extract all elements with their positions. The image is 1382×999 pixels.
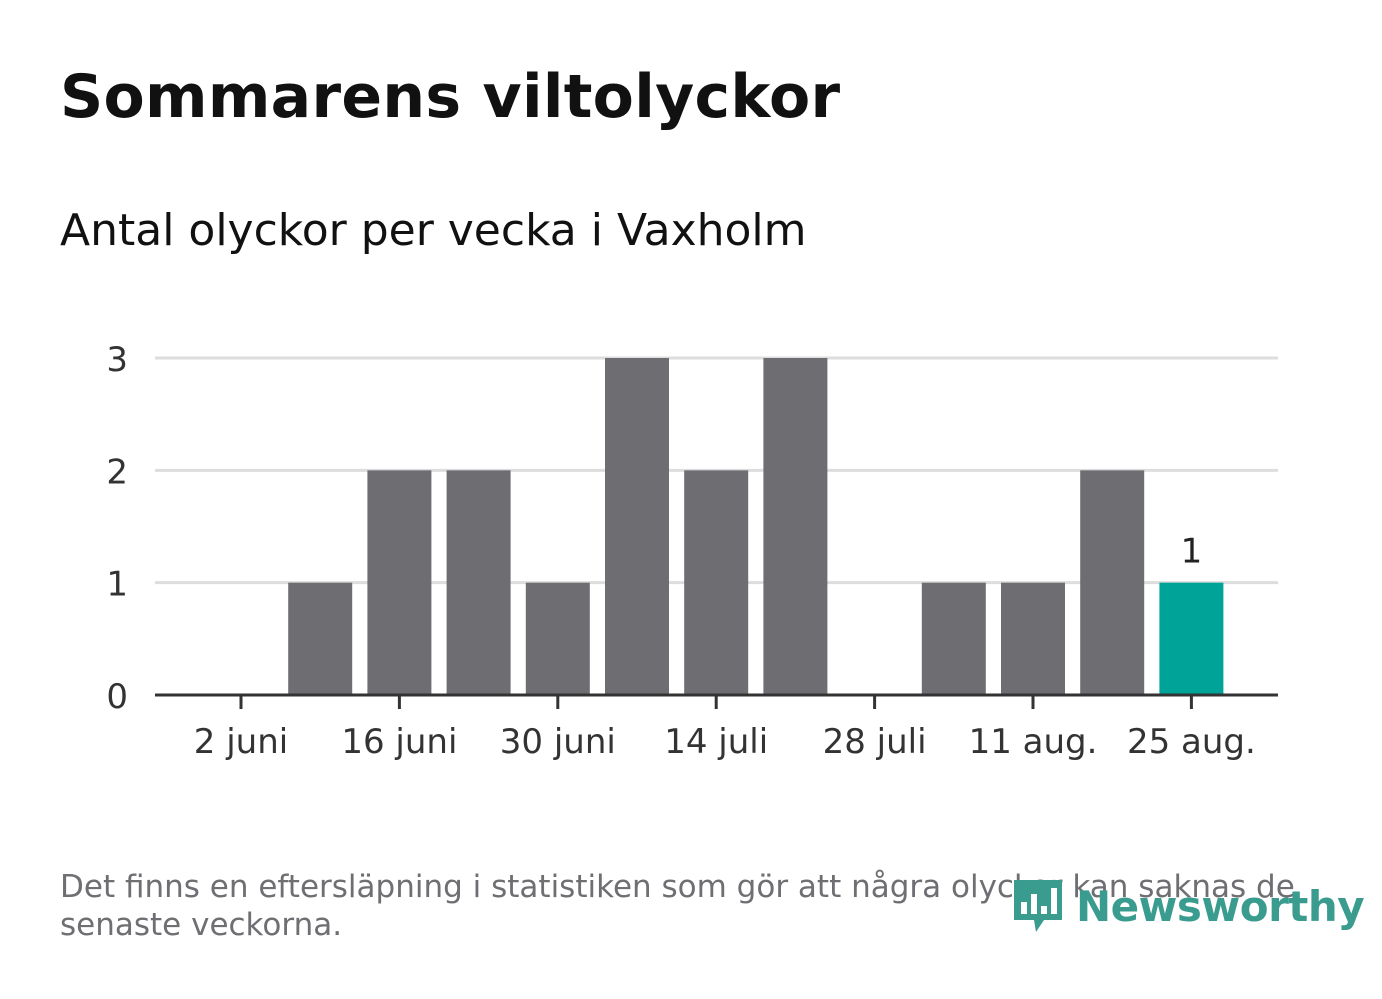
chart-subtitle: Antal olyckor per vecka i Vaxholm <box>60 205 807 256</box>
y-axis-ticks: 0 1 2 3 <box>106 340 128 717</box>
bar-chart: 0 1 2 3 2 juni 16 juni 30 juni 14 juli 28 juli 1… <box>106 340 1278 762</box>
y-tick-label: 3 <box>106 340 128 380</box>
highlight-value-label: 1 <box>1181 532 1203 572</box>
bar-chart-speech-bubble-icon <box>1014 880 1062 932</box>
chart-title: Sommarens viltolyckor <box>60 62 841 132</box>
x-tick-label: 2 juni <box>194 722 288 762</box>
x-axis: 2 juni 16 juni 30 juni 14 juli 28 juli 11 aug… <box>155 693 1278 762</box>
bar-11-aug- <box>1001 582 1065 695</box>
bar-7-juli <box>605 358 669 695</box>
bars <box>288 358 1224 695</box>
bar-14-juli <box>684 470 749 695</box>
bar-16-juni <box>367 470 432 695</box>
footnote: Det finns en eftersläpning i statistiken… <box>60 869 1295 943</box>
data-labels: 1 <box>1181 532 1203 572</box>
x-tick-label: 11 aug. <box>969 722 1098 762</box>
brand-logo: Newsworthy <box>1010 876 1365 936</box>
y-tick-label: 1 <box>106 565 128 605</box>
bar-23-juni <box>446 470 511 695</box>
bar-4-aug- <box>921 582 986 695</box>
bar-18-aug- <box>1080 470 1145 695</box>
bar-9-juni <box>288 582 353 695</box>
x-tick-label: 30 juni <box>500 722 616 762</box>
x-tick-label: 25 aug. <box>1127 722 1256 762</box>
x-tick-label: 14 juli <box>664 722 768 762</box>
y-tick-label: 0 <box>106 677 128 717</box>
brand-name: Newsworthy <box>1076 881 1365 931</box>
x-tick-label: 28 juli <box>823 722 927 762</box>
x-tick-label: 16 juni <box>341 722 457 762</box>
bar-25-aug- <box>1159 582 1224 695</box>
y-tick-label: 2 <box>106 452 128 492</box>
bar-30-juni <box>525 582 590 695</box>
bar-21-juli <box>763 358 828 695</box>
